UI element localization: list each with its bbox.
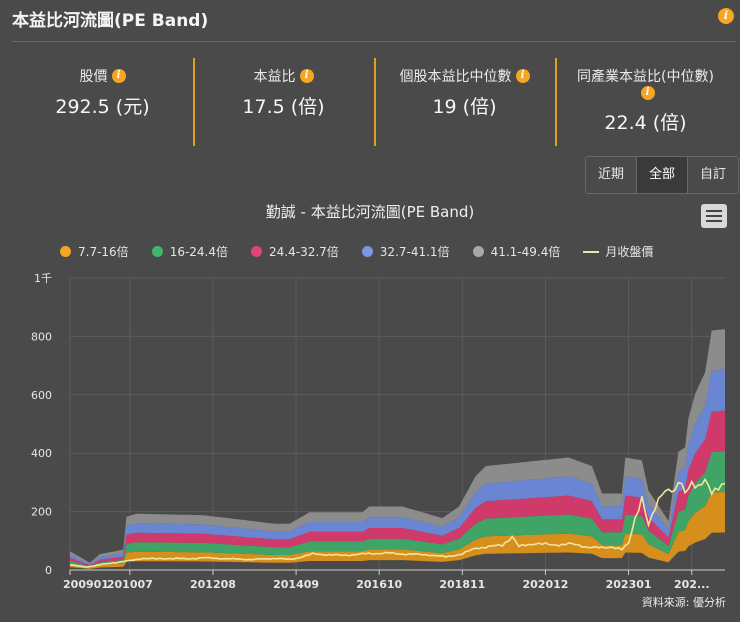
stat-industry-median-info-icon[interactable]: i	[640, 86, 655, 100]
legend-item-price[interactable]: 月收盤價	[583, 243, 653, 260]
x-tick-label: 201409	[273, 578, 319, 591]
legend-dot-icon	[60, 246, 71, 257]
range-custom-button[interactable]: 自訂	[687, 157, 738, 193]
pe-band-2[interactable]	[70, 451, 725, 568]
chart-title: 勤誠 - 本益比河流圖(PE Band)	[265, 203, 475, 221]
x-tick-label: 201007	[107, 578, 153, 591]
legend-item-band1[interactable]: 7.7-16倍	[60, 243, 129, 260]
x-tick-label: 201208	[190, 578, 236, 591]
stat-pe-label: 本益比	[253, 69, 296, 85]
stat-pe-info-icon[interactable]: i	[299, 69, 314, 83]
stat-price-value: 292.5 (元)	[55, 96, 150, 118]
y-tick-label: 200	[31, 506, 52, 519]
stat-industry-median-label: 同產業本益比(中位數)	[577, 69, 714, 85]
pe-band-5[interactable]	[70, 329, 725, 564]
title-info-icon[interactable]: i	[718, 8, 734, 24]
page-title: 本益比河流圖(PE Band)	[12, 11, 209, 31]
price-line[interactable]	[69, 477, 726, 568]
legend-line-icon	[583, 250, 600, 253]
legend-dot-icon	[361, 246, 373, 257]
pe-band-4[interactable]	[70, 369, 725, 566]
divider	[12, 41, 736, 42]
legend-dot-icon	[151, 246, 163, 257]
stat-industry-median-value: 22.4 (倍)	[604, 112, 687, 134]
x-tick-label: 202...	[674, 578, 710, 591]
stat-stock-median-value: 19 (倍)	[432, 96, 497, 118]
x-tick-label: 202012	[522, 578, 568, 591]
hamburger-icon	[706, 210, 722, 212]
chart-legend: 7.7-16倍 16-24.4倍 24.4-32.7倍 32.7-41.1倍 4…	[60, 243, 676, 260]
legend-dot-icon	[472, 246, 484, 257]
stats-row: 股價 i 292.5 (元) 本益比 i 17.5 (倍) 個股本益比中位數 i 19…	[12, 58, 736, 146]
stat-price-info-icon[interactable]: i	[111, 69, 126, 83]
stat-pe-value: 17.5 (倍)	[242, 96, 325, 118]
y-tick-label: 600	[31, 389, 52, 402]
legend-item-band2[interactable]: 16-24.4倍	[151, 243, 228, 260]
y-tick-label: 0	[45, 564, 52, 577]
chart-menu-button[interactable]	[701, 204, 727, 228]
legend-dot-icon	[251, 246, 263, 257]
y-tick-label: 400	[31, 447, 52, 460]
x-tick-label: 202301	[606, 578, 652, 591]
stat-price-label: 股價	[79, 69, 108, 85]
x-tick-label: 201811	[439, 578, 485, 591]
y-tick-label: 800	[31, 330, 52, 343]
pe-band-3[interactable]	[70, 410, 725, 567]
range-selector: 近期 全部 自訂	[585, 156, 739, 194]
stat-price: 股價 i 292.5 (元)	[12, 58, 193, 146]
range-recent-button[interactable]: 近期	[586, 157, 636, 193]
stat-stock-median: 個股本益比中位數 i 19 (倍)	[374, 58, 555, 146]
range-all-button[interactable]: 全部	[636, 157, 687, 193]
x-tick-label: 200901	[63, 578, 109, 591]
stat-stock-median-info-icon[interactable]: i	[515, 69, 530, 83]
legend-item-band4[interactable]: 32.7-41.1倍	[361, 243, 450, 260]
x-tick-label: 201610	[356, 578, 402, 591]
pe-band-1[interactable]	[70, 492, 725, 569]
legend-item-band5[interactable]: 41.1-49.4倍	[472, 243, 560, 260]
stat-stock-median-label: 個股本益比中位數	[399, 69, 512, 85]
data-source-credit: 資料來源: 優分析	[641, 596, 726, 609]
legend-item-band3[interactable]: 24.4-32.7倍	[251, 243, 339, 260]
stat-pe: 本益比 i 17.5 (倍)	[193, 58, 374, 146]
stat-industry-median: 同產業本益比(中位數) i 22.4 (倍)	[555, 58, 736, 146]
y-tick-label: 1千	[34, 272, 52, 285]
